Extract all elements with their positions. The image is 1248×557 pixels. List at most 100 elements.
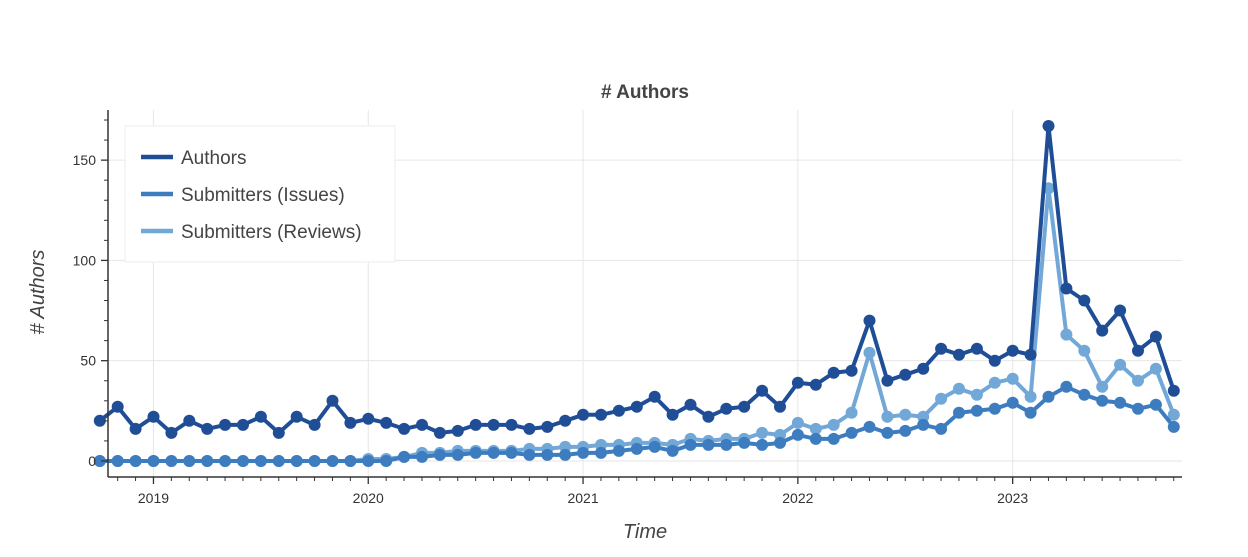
data-point [416, 450, 428, 463]
data-point [541, 448, 554, 461]
data-point [953, 382, 965, 395]
data-point [1006, 344, 1019, 357]
data-point [1024, 406, 1037, 419]
data-point [308, 418, 321, 431]
data-point [791, 376, 804, 389]
data-point [863, 314, 876, 327]
data-point [917, 418, 930, 431]
data-point [505, 446, 518, 459]
x-tick-label: 2019 [138, 490, 169, 506]
data-point [1167, 420, 1180, 433]
legend: Authors Submitters (Issues) Submitters (Re… [124, 125, 396, 263]
x-tick-label: 2022 [782, 490, 813, 506]
x-tick-label: 2023 [997, 490, 1028, 506]
data-point [1167, 408, 1180, 421]
data-point [1060, 282, 1073, 295]
data-point [881, 426, 894, 439]
data-point [451, 448, 464, 461]
data-point [702, 410, 715, 423]
data-point [1167, 384, 1180, 397]
data-point [756, 426, 769, 439]
data-point [863, 346, 876, 359]
data-point [738, 400, 751, 413]
data-point [272, 426, 285, 439]
data-point [827, 366, 840, 379]
y-axis-title: # Authors [27, 250, 49, 335]
data-point [774, 400, 786, 413]
data-point [1149, 362, 1162, 375]
data-point [1006, 372, 1019, 385]
data-point [595, 446, 607, 459]
data-point [237, 418, 249, 431]
data-point [684, 438, 697, 451]
data-point [183, 414, 196, 427]
data-point [1060, 380, 1073, 393]
data-point [290, 455, 303, 467]
data-point [845, 406, 858, 419]
data-point [1096, 380, 1109, 393]
data-point [648, 440, 661, 453]
data-point [1132, 344, 1144, 357]
data-point [988, 376, 1001, 389]
data-point [344, 455, 357, 467]
data-point [219, 455, 232, 467]
data-point [398, 422, 411, 435]
data-point [111, 455, 124, 467]
data-point [254, 410, 267, 423]
data-point [935, 342, 948, 355]
data-point [380, 455, 393, 467]
data-point [183, 455, 196, 467]
data-point [899, 368, 912, 381]
data-point [970, 342, 983, 355]
data-point [1096, 394, 1109, 407]
data-point [308, 455, 321, 467]
data-point [523, 448, 536, 461]
data-point [487, 418, 500, 431]
data-point [1132, 374, 1144, 387]
data-point [577, 446, 590, 459]
data-point [899, 408, 912, 421]
data-point [219, 418, 232, 431]
data-point [1042, 390, 1055, 403]
data-point [201, 455, 214, 467]
data-point [1149, 398, 1162, 411]
data-point [254, 455, 267, 467]
data-point [809, 378, 822, 391]
data-point [702, 438, 715, 451]
data-point [129, 422, 142, 435]
data-point [577, 408, 590, 421]
data-point [881, 374, 894, 387]
data-point [791, 416, 804, 429]
data-point [111, 400, 124, 413]
data-point [791, 428, 804, 441]
data-point [433, 426, 446, 439]
data-point [326, 394, 339, 407]
data-point [666, 444, 679, 457]
data-point [612, 404, 625, 417]
data-point [487, 446, 500, 459]
data-point [362, 412, 375, 425]
data-point [362, 455, 375, 467]
data-point [863, 420, 876, 433]
data-point [201, 422, 214, 435]
x-tick-label: 2020 [353, 490, 384, 506]
data-point [93, 455, 106, 467]
x-axis-title: Time [623, 521, 667, 543]
data-point [559, 414, 572, 427]
data-point [237, 455, 249, 467]
data-point [326, 455, 339, 467]
data-point [272, 455, 285, 467]
series-layer [93, 120, 1180, 467]
data-point [738, 436, 751, 449]
data-point [451, 424, 464, 437]
data-point [899, 424, 912, 437]
series-authors [93, 120, 1180, 439]
data-point [147, 410, 160, 423]
data-point [1096, 324, 1109, 337]
data-point [380, 416, 393, 429]
data-point [988, 402, 1001, 415]
legend-label: Submitters (Reviews) [181, 222, 362, 243]
data-point [970, 404, 983, 417]
